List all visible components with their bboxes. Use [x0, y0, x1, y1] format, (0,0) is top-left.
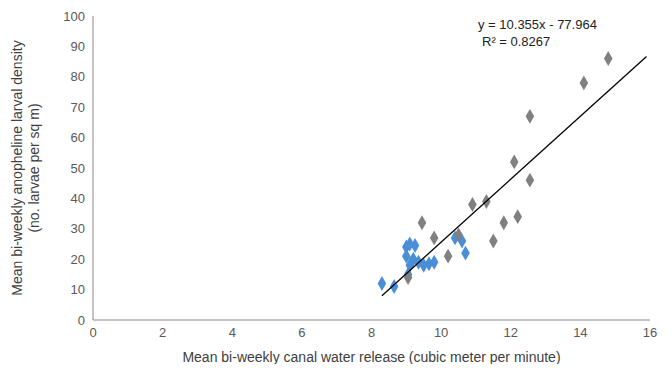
- svg-text:20: 20: [71, 252, 85, 267]
- svg-text:70: 70: [71, 100, 85, 115]
- svg-text:100: 100: [63, 9, 85, 24]
- svg-text:40: 40: [71, 191, 85, 206]
- svg-text:12: 12: [504, 325, 518, 340]
- svg-text:10: 10: [434, 325, 448, 340]
- svg-text:30: 30: [71, 221, 85, 236]
- svg-text:Mean bi-weekly anopheline larv: Mean bi-weekly anopheline larval density…: [9, 40, 42, 295]
- svg-text:6: 6: [298, 325, 305, 340]
- svg-text:60: 60: [71, 130, 85, 145]
- svg-text:90: 90: [71, 39, 85, 54]
- svg-text:Mean bi-weekly canal water rel: Mean bi-weekly canal water release (cubi…: [182, 349, 560, 364]
- svg-text:50: 50: [71, 161, 85, 176]
- svg-text:4: 4: [229, 325, 236, 340]
- svg-text:0: 0: [78, 313, 85, 328]
- svg-text:8: 8: [368, 325, 375, 340]
- html-text:y = 10.355x - 77.964: y = 10.355x - 77.964: [478, 17, 597, 32]
- html-text:R² = 0.8267: R² = 0.8267: [482, 34, 551, 49]
- svg-text:80: 80: [71, 69, 85, 84]
- svg-text:10: 10: [71, 282, 85, 297]
- svg-text:14: 14: [573, 325, 587, 340]
- svg-text:16: 16: [643, 325, 657, 340]
- svg-text:2: 2: [159, 325, 166, 340]
- svg-text:0: 0: [89, 325, 96, 340]
